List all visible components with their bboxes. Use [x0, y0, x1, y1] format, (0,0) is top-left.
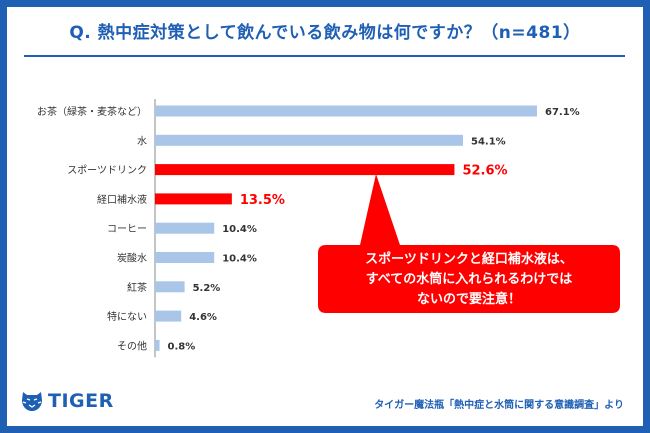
- value-label-4: 10.4%: [222, 224, 257, 235]
- category-label-1: 水: [137, 135, 147, 147]
- bar-2: [155, 164, 455, 176]
- value-label-6: 5.2%: [193, 283, 221, 294]
- category-label-5: 炭酸水: [117, 252, 147, 265]
- callout-line-1: スポーツドリンクと経口補水液は、: [365, 252, 573, 267]
- chart-title: Q. 熱中症対策として飲んでいる飲み物は何ですか？（n=481）: [69, 23, 581, 43]
- category-label-8: その他: [117, 339, 147, 352]
- bar-6: [155, 281, 185, 293]
- value-label-8: 0.8%: [168, 341, 196, 352]
- logo-text: TIGER: [48, 390, 114, 412]
- source-note: タイガー魔法瓶「熱中症と水筒に関する意識調査」より: [374, 400, 624, 411]
- bar-8: [155, 339, 160, 351]
- tiger-face-icon: [22, 392, 42, 411]
- callout-line-3: ないので要注意！: [416, 292, 521, 307]
- category-label-2: スポーツドリンク: [67, 165, 147, 177]
- bar-5: [155, 252, 215, 263]
- category-label-4: コーヒー: [107, 223, 147, 235]
- tiger-logo: TIGER: [20, 389, 114, 413]
- callout-text: スポーツドリンクと経口補水液は、 すべての水筒に入れられるわけでは ないので要注…: [318, 250, 620, 310]
- bar-4: [155, 222, 215, 234]
- bar-7: [155, 310, 182, 322]
- category-label-0: お茶（緑茶・麦茶など）: [37, 105, 147, 118]
- category-label-6: 紅茶: [127, 281, 147, 294]
- callout-line-2: すべての水筒に入れられるわけでは: [365, 272, 573, 287]
- value-label-1: 54.1%: [471, 136, 506, 147]
- value-label-2: 52.6%: [462, 164, 507, 179]
- title-underline: [24, 55, 625, 57]
- bar-1: [155, 134, 463, 146]
- card-background: [7, 7, 643, 426]
- callout-box: [318, 174, 620, 313]
- value-label-0: 67.1%: [545, 107, 580, 118]
- bar-3: [155, 193, 232, 205]
- category-label-7: 特にない: [107, 311, 147, 323]
- category-label-3: 経口補水液: [97, 193, 147, 206]
- value-label-7: 4.6%: [189, 312, 217, 323]
- bar-0: [155, 105, 537, 117]
- value-label-3: 13.5%: [240, 193, 285, 208]
- value-label-5: 10.4%: [222, 254, 257, 265]
